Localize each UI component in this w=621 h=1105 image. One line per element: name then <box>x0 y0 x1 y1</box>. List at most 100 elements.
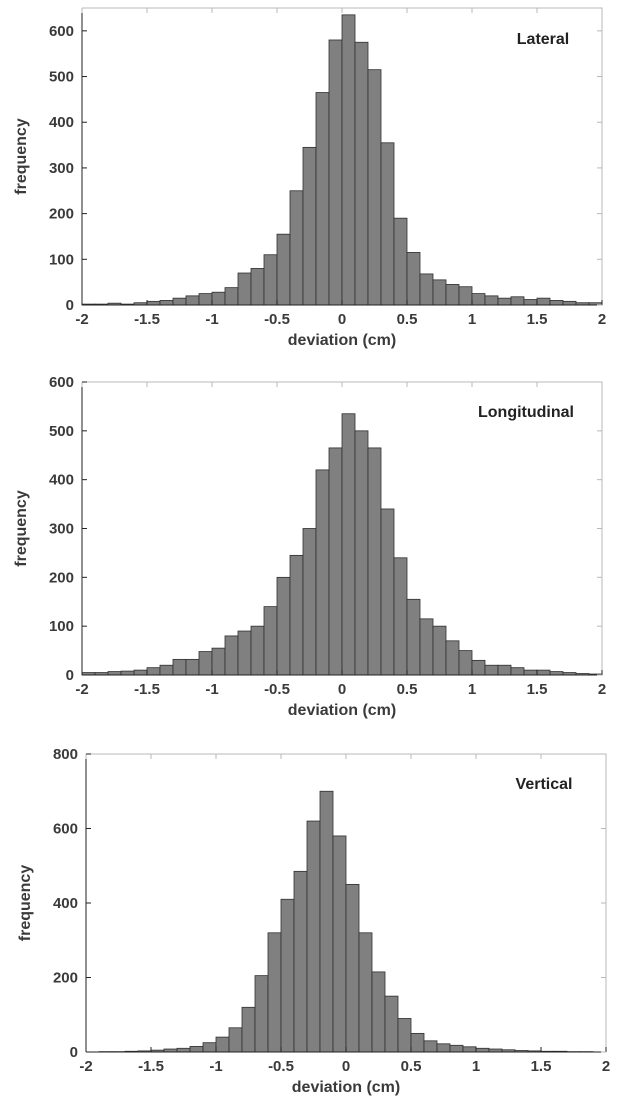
x-tick-label: 0 <box>338 681 346 698</box>
histogram-bar <box>484 664 499 676</box>
y-axis-label: frequency <box>13 118 30 195</box>
histogram-bar <box>276 576 291 676</box>
histogram-bar <box>120 670 135 676</box>
histogram-bar <box>393 557 408 676</box>
histogram-bar <box>133 669 148 676</box>
histogram-bar <box>549 671 564 676</box>
histogram-bar <box>549 300 564 306</box>
y-tick-label: 100 <box>49 251 74 268</box>
histogram-bar <box>332 835 347 1053</box>
histogram-bar <box>406 598 421 676</box>
histogram-bar <box>536 669 551 676</box>
histogram-bar <box>341 413 356 676</box>
histogram-bar <box>484 295 499 306</box>
histogram-bar <box>293 870 308 1053</box>
histogram-bar <box>341 14 356 306</box>
x-tick-label: -0.5 <box>268 1058 294 1075</box>
y-tick-label: 200 <box>49 569 74 586</box>
panel-title: Lateral <box>517 31 569 48</box>
histogram-bar <box>185 295 200 306</box>
histogram-bar <box>176 1047 191 1053</box>
y-tick-label: 400 <box>53 895 78 912</box>
y-axis-label: frequency <box>17 865 34 942</box>
histogram-bar <box>250 268 265 306</box>
y-tick-label: 0 <box>66 297 74 314</box>
histogram-bar <box>371 971 386 1053</box>
y-tick-label: 600 <box>53 821 78 838</box>
histogram-bar <box>237 272 252 306</box>
x-tick-label: 1 <box>468 681 476 698</box>
histogram-bar <box>172 297 187 306</box>
y-tick-label: 400 <box>49 114 74 131</box>
x-axis-label: deviation (cm) <box>288 332 396 349</box>
x-tick-label: 2 <box>602 1058 610 1075</box>
histogram-bar <box>211 647 226 676</box>
histogram-bar <box>419 618 434 676</box>
x-tick-label: 0.5 <box>401 1058 422 1075</box>
histogram-bar <box>254 975 269 1053</box>
histogram-bar <box>159 300 174 306</box>
y-tick-label: 500 <box>49 69 74 86</box>
histogram-bar <box>367 69 382 306</box>
histogram-bar <box>380 142 395 306</box>
histogram-bar <box>159 664 174 676</box>
x-tick-label: -1 <box>209 1058 222 1075</box>
y-tick-label: 600 <box>49 23 74 40</box>
x-tick-label: -1 <box>205 681 218 698</box>
histogram-bar <box>358 932 373 1053</box>
histogram-bar <box>423 1040 438 1053</box>
y-tick-label: 100 <box>49 618 74 635</box>
histogram-bar <box>107 671 122 676</box>
histogram-bar <box>280 898 295 1053</box>
x-tick-label: 0.5 <box>397 311 418 328</box>
histogram-bar <box>384 995 399 1053</box>
panel-title: Vertical <box>516 776 573 793</box>
x-tick-label: 1.5 <box>531 1058 552 1075</box>
x-tick-label: 2 <box>598 311 606 328</box>
histogram-bar <box>445 284 460 306</box>
x-axis-label: deviation (cm) <box>288 702 396 719</box>
x-tick-label: 2 <box>598 681 606 698</box>
histogram-bar <box>172 658 187 676</box>
histogram-bar <box>397 1018 412 1053</box>
histogram-bar <box>406 252 421 306</box>
y-tick-label: 200 <box>49 206 74 223</box>
x-tick-label: -2 <box>75 681 88 698</box>
histogram-bar <box>263 254 278 306</box>
histogram-bar <box>241 1006 256 1053</box>
histogram-bar <box>211 291 226 306</box>
y-tick-label: 0 <box>66 667 74 684</box>
x-tick-label: 0.5 <box>397 681 418 698</box>
y-tick-label: 300 <box>49 160 74 177</box>
histogram-bar <box>328 447 343 676</box>
histogram-bar <box>449 1044 464 1053</box>
histogram-bar <box>345 883 360 1053</box>
histogram-bars <box>81 413 603 676</box>
x-tick-label: -2 <box>79 1058 92 1075</box>
x-tick-label: 1 <box>468 311 476 328</box>
x-axis-label: deviation (cm) <box>292 1079 400 1096</box>
x-tick-label: 0 <box>342 1058 350 1075</box>
histogram-bar <box>471 659 486 676</box>
histogram-panel-2: -2 -1.5 -1 -0.5 0 0.5 1 1.5 2 0 100 200 300 400 500 600… <box>13 374 606 719</box>
histogram-bar <box>562 300 577 306</box>
histogram-bar <box>328 39 343 306</box>
histogram-bar <box>393 217 408 306</box>
histogram-bar <box>523 299 538 306</box>
histogram-bar <box>475 1047 490 1053</box>
histogram-bar <box>458 286 473 306</box>
histogram-bar <box>471 293 486 306</box>
y-axis-label: frequency <box>13 490 30 567</box>
x-tick-label: -2 <box>75 311 88 328</box>
histogram-bar <box>536 297 551 306</box>
histogram-bar <box>237 630 252 676</box>
y-tick-label: 0 <box>70 1044 78 1061</box>
x-tick-label: 1.5 <box>527 311 548 328</box>
histogram-bar <box>276 233 291 306</box>
histogram-bar <box>315 92 330 306</box>
histogram-bar <box>419 273 434 306</box>
histogram-bar <box>497 664 512 676</box>
x-tick-label: -1.5 <box>134 311 160 328</box>
y-tick-label: 500 <box>49 423 74 440</box>
x-tick-label: -1 <box>205 311 218 328</box>
